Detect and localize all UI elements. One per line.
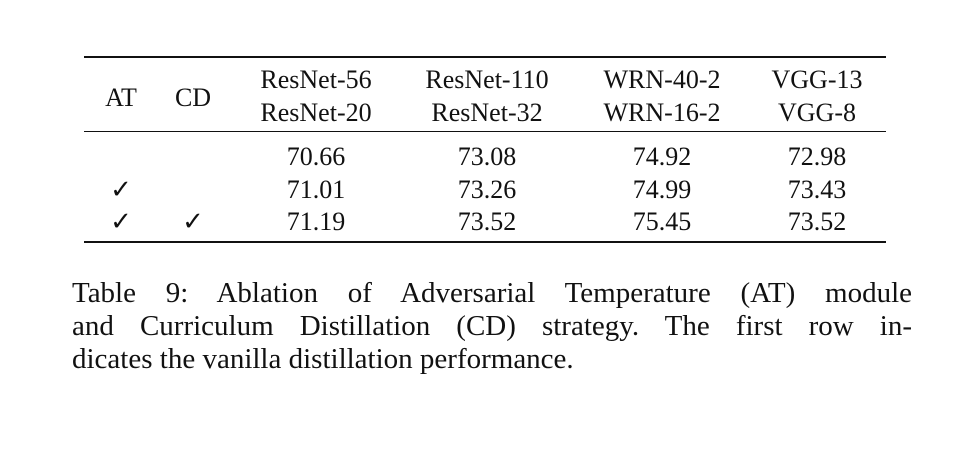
cd-check: ✓ — [182, 207, 204, 236]
header-at: AT — [105, 83, 137, 112]
header-teacher: WRN-40-2 — [603, 65, 721, 94]
value-cell: 71.01 — [286, 175, 346, 204]
at-check: ✓ — [110, 207, 132, 236]
value-cell: 74.92 — [632, 142, 692, 171]
value-cell: 75.45 — [632, 207, 692, 236]
value-cell: 73.52 — [457, 207, 517, 236]
header-teacher: ResNet-56 — [260, 65, 372, 94]
value-cell: 73.26 — [457, 175, 517, 204]
header-cd: CD — [174, 83, 212, 112]
bottom-rule — [84, 241, 886, 243]
top-rule — [84, 56, 886, 58]
caption-line: and Curriculum Distillation (CD) strateg… — [72, 310, 912, 342]
value-cell: 73.08 — [457, 142, 517, 171]
caption-line: dicates the vanilla distillation perform… — [72, 343, 574, 375]
value-cell: 71.19 — [286, 207, 346, 236]
value-cell: 73.43 — [787, 175, 847, 204]
value-cell: 73.52 — [787, 207, 847, 236]
value-cell: 70.66 — [286, 142, 346, 171]
table-caption: Table 9: Ablation of Adversarial Tempera… — [72, 277, 912, 376]
value-cell: 72.98 — [787, 142, 847, 171]
header-student: VGG-8 — [778, 98, 856, 127]
caption-line: Table 9: Ablation of Adversarial Tempera… — [72, 277, 912, 309]
mid-rule — [84, 131, 886, 132]
header-student: WRN-16-2 — [603, 98, 721, 127]
header-student: ResNet-20 — [260, 98, 372, 127]
at-check: ✓ — [110, 175, 132, 204]
value-cell: 74.99 — [632, 175, 692, 204]
header-teacher: ResNet-110 — [425, 65, 549, 94]
header-student: ResNet-32 — [431, 98, 543, 127]
header-teacher: VGG-13 — [771, 65, 863, 94]
